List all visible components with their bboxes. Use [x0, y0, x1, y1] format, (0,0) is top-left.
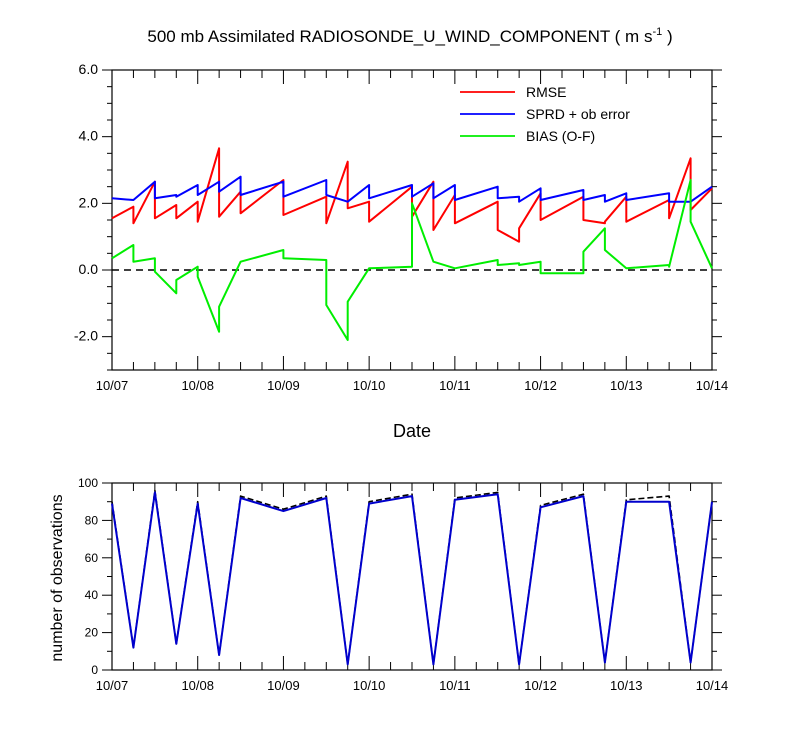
- x-tick-label-10-13: 10/13: [610, 378, 643, 393]
- y-tick-label-6-0: 6.0: [79, 61, 99, 77]
- top-plot: 10/07 10/08 10/09 10/10 10/11 10/12 10/13 10/14…: [74, 61, 728, 393]
- y-tick-label-100: 100: [78, 476, 98, 490]
- y-tick-label-20: 20: [85, 626, 99, 640]
- x-tick-label-10-09: 10/09: [267, 678, 300, 693]
- legend-label-sprd-ob-error: SPRD + ob error: [526, 106, 630, 122]
- y-tick-label-0: 0: [91, 663, 98, 677]
- x-tick-label-10-11: 10/11: [439, 678, 471, 693]
- y-axis-label: number of observations: [49, 494, 66, 661]
- y-tick-label-2-0: -2.0: [74, 328, 98, 344]
- x-tick-label-10-12: 10/12: [524, 378, 557, 393]
- y-tick-label-80: 80: [85, 513, 99, 527]
- x-tick-label-10-12: 10/12: [524, 678, 557, 693]
- x-axis-label: Date: [393, 421, 431, 441]
- y-tick-label-4-0: 4.0: [79, 128, 99, 144]
- chart-title: 500 mb Assimilated RADIOSONDE_U_WIND_COM…: [147, 26, 672, 46]
- series-line-sprd-ob-error: [111, 175, 713, 203]
- x-tick-label-10-10: 10/10: [353, 678, 386, 693]
- series-line-rmse: [111, 147, 713, 243]
- x-tick-label-10-11: 10/11: [439, 378, 471, 393]
- x-tick-label-10-10: 10/10: [353, 378, 386, 393]
- legend-label-bias-o-f: BIAS (O-F): [526, 128, 595, 144]
- legend-label-rmse: RMSE: [526, 84, 566, 100]
- y-tick-label-0-0: 0.0: [79, 261, 99, 277]
- x-tick-label-10-14: 10/14: [696, 678, 729, 693]
- y-tick-label-60: 60: [85, 551, 99, 565]
- x-tick-label-10-07: 10/07: [96, 378, 129, 393]
- plot-frame: [111, 482, 713, 671]
- bottom-plot: 10/07 10/08 10/09 10/10 10/11 10/12 10/13 10/14…: [78, 476, 728, 693]
- series-line-used: [111, 491, 713, 666]
- x-tick-label-10-08: 10/08: [181, 678, 214, 693]
- series-line-bias-o-f: [111, 179, 713, 341]
- series-line-possible: [111, 489, 713, 666]
- x-tick-label-10-13: 10/13: [610, 678, 643, 693]
- x-tick-label-10-07: 10/07: [96, 678, 129, 693]
- y-tick-label-40: 40: [85, 588, 99, 602]
- x-tick-label-10-08: 10/08: [181, 378, 214, 393]
- x-tick-label-10-09: 10/09: [267, 378, 300, 393]
- x-tick-label-10-14: 10/14: [696, 378, 729, 393]
- y-tick-label-2-0: 2.0: [79, 194, 99, 210]
